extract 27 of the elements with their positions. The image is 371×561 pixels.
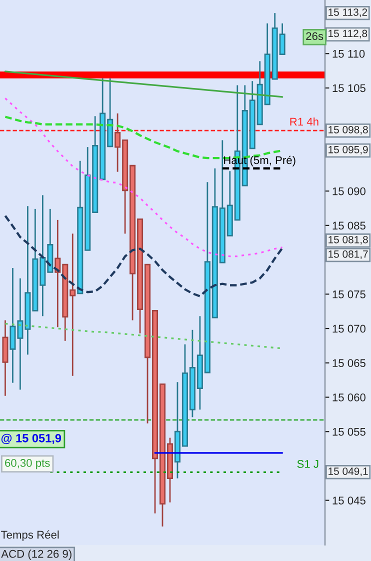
- series-label: Haut (5m, Pré): [224, 156, 296, 166]
- text: 15 081,7: [328, 250, 368, 259]
- line-series: [4, 214, 284, 298]
- text: 15 112,8: [328, 30, 368, 38]
- line-series: [4, 70, 284, 98]
- y-tick-label: 15 085: [332, 222, 366, 230]
- ref-line-label: R1 4h: [290, 117, 318, 126]
- y-tick-label: 15 105: [332, 84, 366, 92]
- y-tick-label: 15 055: [332, 428, 366, 436]
- y-tick-label: 15 110: [332, 50, 365, 58]
- text: 26s: [306, 32, 324, 40]
- text: 15 113,2: [328, 8, 368, 18]
- text: 15 098,8: [328, 126, 368, 135]
- text: @ 15 051,9: [1, 434, 62, 444]
- y-tick-label: 15 045: [332, 496, 366, 504]
- y-tick-label: 15 065: [332, 359, 366, 368]
- text: 15 049,1: [328, 468, 368, 476]
- y-tick-label: 15 070: [332, 324, 366, 333]
- text: 15 081,8: [328, 236, 368, 245]
- y-tick-label: 15 060: [332, 394, 366, 402]
- annotation: 60,30 pts: [5, 459, 50, 470]
- y-tick-label: 15 090: [332, 187, 366, 196]
- text: ACD (12 26 9): [1, 550, 72, 560]
- series-label: S1 J: [297, 460, 318, 468]
- text: 15 095,9: [328, 146, 368, 155]
- y-tick-label: 15 075: [332, 290, 366, 298]
- annotation: Temps Réel: [1, 530, 59, 541]
